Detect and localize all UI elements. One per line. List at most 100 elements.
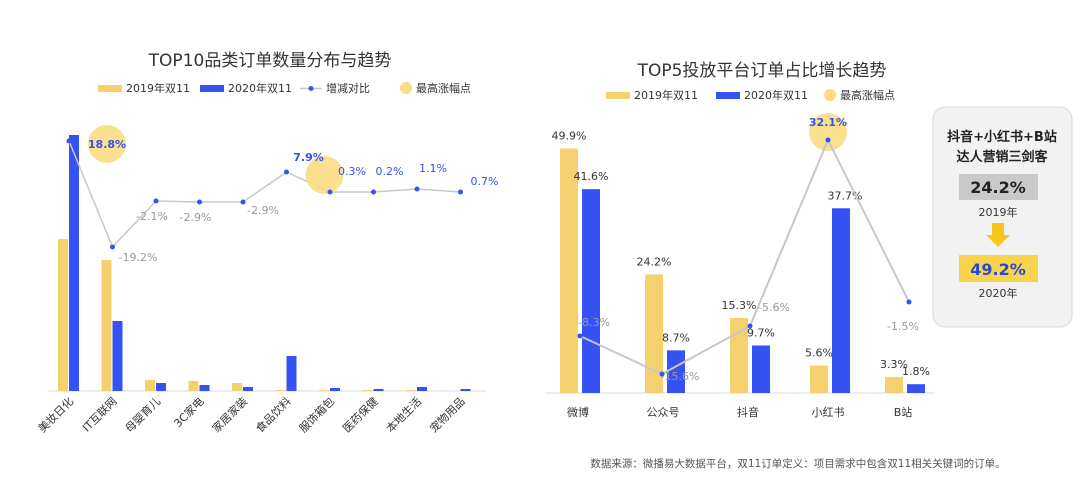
bar-2019-2 bbox=[730, 318, 748, 393]
bar-2020-label: 41.6% bbox=[574, 170, 609, 183]
bar-2019-2 bbox=[145, 380, 155, 391]
bar-2020-6 bbox=[330, 388, 340, 391]
bar-2019-4 bbox=[232, 383, 242, 391]
bar-2019-3 bbox=[188, 381, 199, 391]
legend-swatch-2020-right bbox=[716, 92, 740, 99]
right-chart-title: TOP5投放平台订单占比增长趋势 bbox=[637, 61, 887, 81]
bar-2019-label: 15.3% bbox=[722, 299, 757, 312]
change-label: 32.1% bbox=[809, 116, 847, 129]
legend-label-highlight: 最高涨幅点 bbox=[416, 81, 471, 95]
left-chart-title: TOP10品类订单数量分布与趋势 bbox=[148, 51, 392, 71]
x-tick-label: 微博 bbox=[567, 405, 589, 419]
x-tick-label: 3C家电 bbox=[171, 394, 207, 430]
bar-2019-label: 24.2% bbox=[637, 255, 672, 268]
x-tick-label: 抖音 bbox=[737, 405, 759, 419]
change-point bbox=[825, 137, 831, 143]
legend-circle-highlight bbox=[400, 82, 412, 94]
bar-2020-4 bbox=[243, 387, 253, 391]
bar-2020-7 bbox=[373, 389, 384, 391]
change-point bbox=[906, 299, 912, 305]
bar-2020-2 bbox=[156, 383, 166, 391]
badge-2019 bbox=[959, 174, 1038, 200]
bar-2019-label: 3.3% bbox=[880, 358, 908, 371]
platform-share-chart: TOP5投放平台订单占比增长趋势 2019年双11 2020年双11 最高涨幅点… bbox=[545, 61, 935, 419]
side-panel: 抖音+小红书+B站 达人营销三剑客 24.2% 2019年 49.2% 2020… bbox=[932, 106, 1073, 328]
change-point bbox=[284, 169, 289, 175]
legend-label-2019: 2019年双11 bbox=[126, 81, 190, 95]
x-tick-label: IT互联网 bbox=[80, 395, 120, 435]
bar-2020-1 bbox=[667, 350, 685, 393]
bar-2019-4 bbox=[885, 376, 903, 393]
category-orders-chart: TOP10品类订单数量分布与趋势 2019年双11 2020年双11 增减对比 … bbox=[35, 51, 498, 435]
bar-2019-5 bbox=[275, 390, 286, 391]
change-point bbox=[458, 189, 463, 195]
change-label: 0.3% bbox=[338, 165, 366, 178]
bar-2020-2 bbox=[752, 345, 770, 393]
x-tick-label: 母婴育儿 bbox=[122, 394, 163, 435]
bar-2020-label: 1.8% bbox=[902, 365, 930, 378]
change-point bbox=[747, 323, 753, 329]
legend-label-highlight-right: 最高涨幅点 bbox=[840, 88, 895, 102]
x-tick-label: B站 bbox=[894, 405, 913, 419]
source-note: 数据来源：微播易大数据平台，双11订单定义：项目需求中包含双11相关关键词的订单… bbox=[590, 457, 1005, 470]
badge-2019-value: 24.2% bbox=[970, 178, 1026, 197]
bar-2019-8 bbox=[406, 390, 416, 391]
legend-swatch-2019 bbox=[98, 85, 122, 92]
badge-2020 bbox=[959, 255, 1038, 282]
bar-2019-1 bbox=[101, 260, 112, 391]
x-tick-label: 家居家装 bbox=[209, 394, 250, 435]
highlight-circle bbox=[305, 156, 344, 194]
bar-2019-6 bbox=[319, 390, 329, 391]
bar-2020-9 bbox=[460, 389, 471, 391]
bar-2019-1 bbox=[645, 274, 663, 393]
down-arrow-icon bbox=[986, 223, 1010, 247]
change-point bbox=[371, 189, 376, 195]
change-trend-line bbox=[68, 140, 461, 249]
bar-2020-3 bbox=[832, 208, 850, 393]
x-tick-label: 宠物用品 bbox=[427, 394, 468, 435]
left-legend: 2019年双11 2020年双11 增减对比 最高涨幅点 bbox=[98, 81, 471, 95]
legend-swatch-2019-right bbox=[606, 92, 630, 99]
bar-2020-0 bbox=[582, 189, 600, 393]
badge-2020-value: 49.2% bbox=[970, 260, 1026, 279]
x-tick-label: 服饰箱包 bbox=[296, 394, 337, 435]
change-label: 0.7% bbox=[471, 175, 499, 188]
bar-2020-0 bbox=[69, 135, 79, 391]
x-tick-label: 本地生活 bbox=[383, 394, 424, 435]
x-tick-label: 食品饮料 bbox=[253, 394, 294, 435]
change-label: -15.6% bbox=[661, 370, 700, 383]
highlight-circle bbox=[809, 113, 847, 151]
bar-2019-3 bbox=[810, 365, 828, 393]
change-label: -8.3% bbox=[578, 316, 610, 329]
badge-2020-year: 2020年 bbox=[979, 286, 1018, 300]
change-point bbox=[577, 333, 583, 339]
bar-2020-label: 9.7% bbox=[747, 326, 775, 339]
change-point bbox=[153, 198, 159, 204]
change-label: 1.1% bbox=[419, 162, 447, 175]
change-label: -2.9% bbox=[247, 204, 279, 217]
legend-label-2020-right: 2020年双11 bbox=[744, 88, 808, 102]
change-label: -1.5% bbox=[887, 320, 919, 333]
legend-circle-highlight-right bbox=[824, 89, 836, 101]
badge-2019-year: 2019年 bbox=[979, 205, 1018, 219]
legend-label-change: 增减对比 bbox=[326, 81, 370, 95]
bar-2019-0 bbox=[58, 239, 68, 391]
highlight-circle bbox=[88, 125, 126, 163]
change-label: 7.9% bbox=[293, 151, 324, 164]
change-point bbox=[659, 371, 665, 377]
bar-2019-label: 5.6% bbox=[805, 347, 833, 360]
change-label: -2.1% bbox=[136, 210, 168, 223]
bar-2020-8 bbox=[417, 387, 427, 391]
x-tick-label: 小红书 bbox=[812, 406, 845, 419]
legend-label-2020: 2020年双11 bbox=[228, 81, 292, 95]
change-label: 0.2% bbox=[376, 165, 404, 178]
x-tick-label: 公众号 bbox=[647, 406, 680, 419]
right-legend: 2019年双11 2020年双11 最高涨幅点 bbox=[606, 88, 895, 102]
bar-2020-label: 8.7% bbox=[662, 331, 690, 344]
legend-dot-change bbox=[308, 86, 314, 91]
bar-2019-label: 49.9% bbox=[552, 129, 587, 142]
bar-2020-5 bbox=[286, 356, 297, 391]
change-point bbox=[197, 199, 202, 205]
change-point bbox=[414, 186, 420, 192]
